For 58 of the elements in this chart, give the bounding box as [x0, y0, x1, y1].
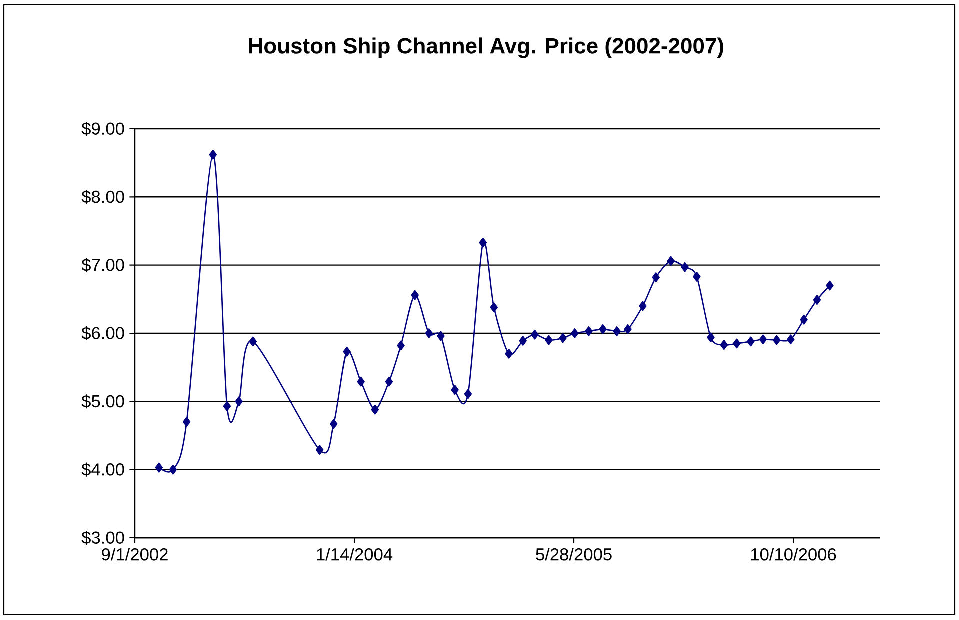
point	[464, 389, 472, 400]
point	[182, 417, 191, 428]
point	[223, 401, 232, 412]
point	[652, 272, 660, 283]
point	[316, 445, 324, 455]
y-tick-label: $7.00	[82, 258, 124, 272]
point	[613, 326, 621, 336]
point	[759, 334, 768, 345]
point	[639, 301, 647, 312]
point	[599, 324, 607, 334]
point	[787, 334, 795, 345]
point	[800, 314, 808, 325]
point	[169, 464, 178, 475]
point	[479, 238, 488, 248]
point	[209, 150, 218, 160]
point	[531, 330, 539, 340]
point	[624, 324, 632, 334]
point	[720, 340, 728, 350]
point	[357, 376, 365, 387]
point	[826, 280, 834, 291]
point	[571, 328, 579, 338]
point	[249, 336, 257, 347]
y-tick-label: $8.00	[82, 190, 124, 204]
x-tick-label: 1/14/2004	[317, 548, 393, 561]
x-tick-label: 5/28/2005	[536, 548, 612, 561]
point	[343, 346, 351, 357]
point	[681, 262, 689, 272]
point	[235, 396, 243, 407]
point	[437, 331, 445, 342]
y-tick-label: $4.00	[82, 462, 124, 477]
point	[707, 332, 715, 343]
x-tick-label: 9/1/2002	[102, 548, 168, 561]
point	[425, 328, 434, 338]
y-tick-label: $9.00	[82, 122, 124, 136]
point	[585, 326, 593, 336]
point	[733, 338, 741, 349]
y-tick-label: $6.00	[82, 326, 124, 340]
point	[411, 290, 419, 300]
point	[371, 404, 380, 415]
point	[505, 349, 513, 359]
point	[545, 335, 553, 346]
x-tick-label: 10/10/2006	[751, 548, 836, 561]
point	[559, 333, 567, 344]
point	[772, 335, 781, 346]
point	[451, 385, 459, 395]
point	[747, 336, 755, 347]
point	[693, 272, 701, 282]
chart-title: Houston Ship Channel Avg. Price (2002-2007)	[249, 38, 724, 58]
y-tick-label: $3.00	[82, 530, 124, 545]
point	[667, 256, 675, 266]
point	[519, 336, 527, 346]
point	[490, 302, 498, 313]
point	[385, 376, 394, 387]
y-tick-label: $5.00	[82, 394, 124, 409]
point	[813, 295, 822, 306]
point	[155, 462, 164, 473]
point	[397, 340, 405, 351]
point	[330, 419, 338, 430]
